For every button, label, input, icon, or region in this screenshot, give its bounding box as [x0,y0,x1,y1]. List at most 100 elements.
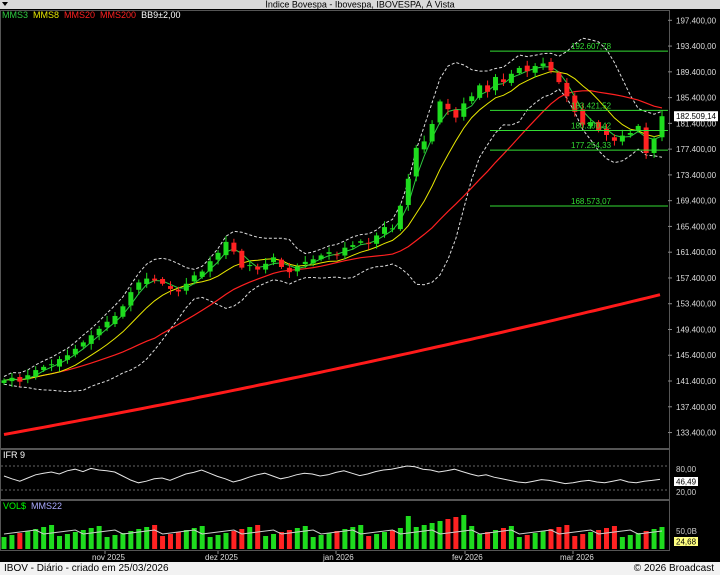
volume-bar [128,531,134,549]
volume-bar [88,528,94,549]
candle-body [120,306,126,317]
volume-bar [9,535,15,549]
volume-bar [421,525,427,549]
volume-bar [17,533,23,549]
volume-bar [453,517,459,549]
volume-bar [263,536,269,549]
fib-label: 177.254,33 [571,141,612,150]
volume-bar [49,525,55,549]
price-tick-label: 165.400,00 [676,222,717,231]
volume-bar [247,527,253,549]
volume-bar [477,534,483,549]
fibonacci-levels: 192.607,78 183.421,52 180.300,42 177.254,33… [490,42,668,207]
volume-ma-label: MMS22 [31,501,62,511]
volume-bar [334,531,340,549]
volume-bar [500,528,506,549]
footer-right: © 2026 Broadcast [633,563,714,574]
price-panel [0,10,670,449]
candle-body [453,109,459,118]
volume-bar [588,532,594,549]
candle-body [548,61,554,71]
volume-bar [524,535,530,549]
dropdown-icon[interactable] [2,2,8,6]
volume-bar [389,530,395,549]
volume-bar [564,525,570,549]
volume-bar [215,535,221,549]
volume-bar [112,535,118,549]
candle-body [49,364,55,366]
volume-bar [104,537,110,549]
candle-body [532,66,538,73]
fib-label: 183.421,52 [571,101,612,110]
candle-body [286,267,292,273]
price-tick-label: 177.400,00 [676,145,717,154]
candle-body [128,292,134,306]
candle-body [191,275,197,282]
rsi-upper-label: 80,00 [676,465,697,474]
volume-bar [413,527,419,549]
candle-body [80,342,86,347]
rsi-lower-label: 20,00 [676,488,697,497]
volume-bar [223,533,229,549]
candle-body [294,266,300,272]
volume-bars [1,515,665,549]
svg-text:182.509,14: 182.509,14 [676,112,717,121]
rsi-value: 46,49 [676,478,697,487]
price-tick-label: 157.400,00 [676,274,717,283]
x-axis-label: mar 2026 [560,553,594,562]
volume-bar [326,533,332,549]
price-tick-label: 169.400,00 [676,197,717,206]
x-axis-label: dez 2025 [205,553,238,562]
volume-bar [508,526,514,549]
volume-bar [429,523,435,549]
candle-body [175,289,181,292]
candle-body [152,278,158,281]
candle-body [239,250,245,268]
candle-body [247,265,253,267]
candle-body [9,377,15,382]
candle-body [358,241,364,243]
candle-body [112,315,118,325]
candle-body [596,122,602,131]
candle-body [160,278,166,284]
volume-bar [1,537,7,549]
candle-body [461,103,467,117]
footer: IBOV - Diário - criado em 25/03/2026 © 2… [0,562,720,575]
price-tick-label: 193.400,00 [676,42,717,51]
price-tick-label: 133.400,00 [676,429,717,438]
volume-bar [152,525,158,549]
volume-bar [342,529,348,549]
candle-body [326,252,332,254]
fib-label: 180.300,42 [571,121,612,130]
legend-item: MMS20 [64,10,95,20]
fib-label: 192.607,78 [571,42,612,51]
volume-bar [96,526,102,549]
volume-bar [604,528,610,549]
last-price-marker: 182.509,14 [674,111,718,122]
candle-body [167,286,173,289]
volume-bar [374,534,380,549]
candle-body [397,205,403,230]
candle-body [389,228,395,230]
candle-body [421,141,427,150]
candle-body [1,380,7,383]
volume-bar [207,537,213,549]
candle-body [651,138,657,153]
volume-bar [175,532,181,549]
volume-bar [437,521,443,549]
candle-body [611,137,617,141]
volume-bar [64,534,70,549]
candle-body [144,278,150,285]
candle-body [659,116,665,138]
price-tick-label: 161.400,00 [676,248,717,257]
candle-body [271,257,277,263]
volume-bar [160,536,166,549]
candle-body [25,375,31,380]
candle-body [231,242,237,252]
candle-body [104,321,110,328]
candle-body [604,128,610,135]
volume-bar [596,530,602,549]
candle-body [580,109,586,125]
volume-bar [643,531,649,549]
